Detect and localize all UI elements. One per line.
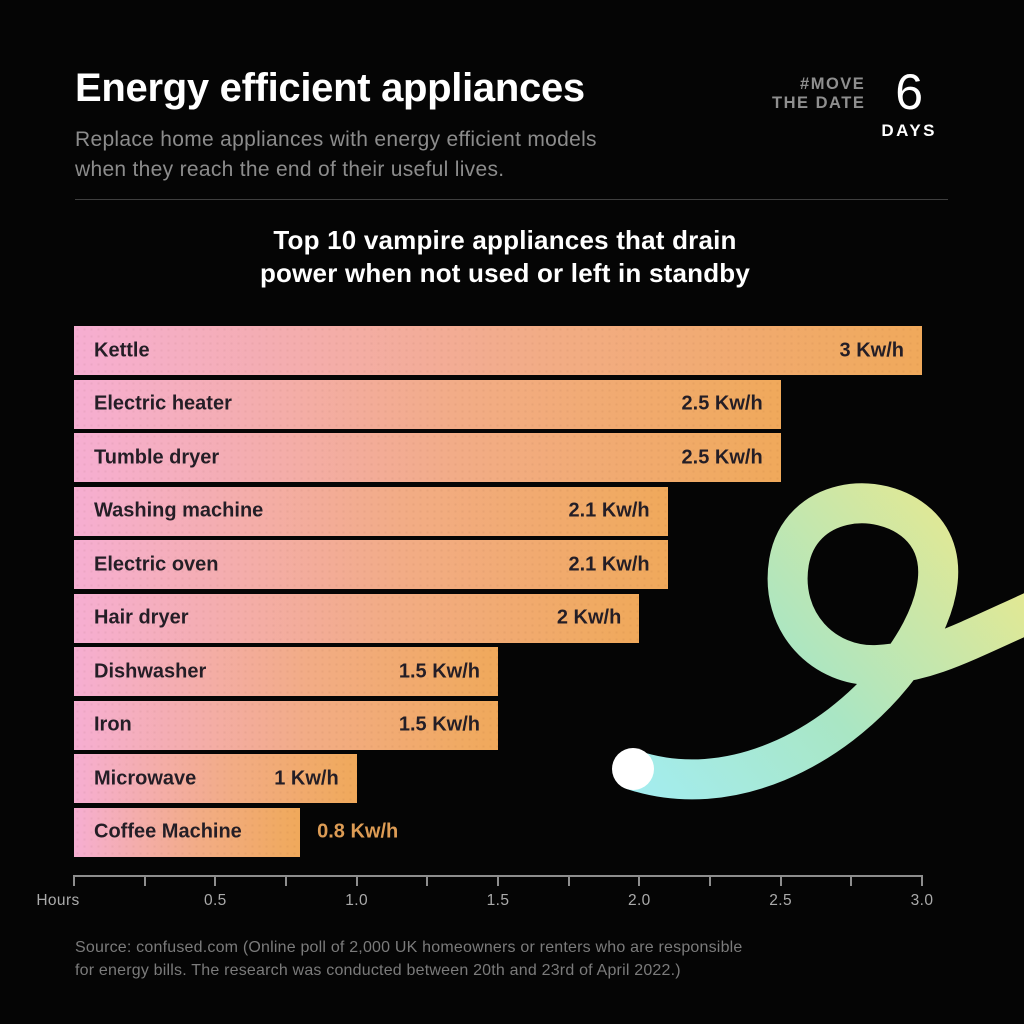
axis-tick-label: 2.5 <box>769 892 793 909</box>
axis-tick <box>850 875 853 886</box>
bar-row: Coffee Machine 0.8 Kw/h <box>74 807 922 857</box>
axis-tick <box>709 875 711 886</box>
axis-tick <box>426 875 429 886</box>
bar-category-label: Tumble dryer <box>94 446 220 468</box>
bar-value-label: 3 Kw/h <box>839 339 904 361</box>
axis-tick <box>567 875 570 886</box>
bar: Microwave 1 Kw/h <box>74 754 357 803</box>
bar-category-label: Dishwasher <box>94 660 207 682</box>
bar-category-label: Coffee Machine <box>94 820 242 843</box>
bar-value-label: 1.5 Kw/h <box>398 660 480 682</box>
bar: Electric oven 2.1 Kw/h <box>74 540 668 589</box>
chart-title: Top 10 vampire appliances that drain pow… <box>75 224 935 290</box>
axis-tick <box>355 875 358 886</box>
source-line-2: for energy bills. The research was condu… <box>75 962 681 979</box>
bar-category-label: Iron <box>94 713 132 736</box>
page-subtitle-line-1: Replace home appliances with energy effi… <box>75 128 597 151</box>
axis-tick <box>921 875 923 886</box>
bar-row: Electric heater 2.5 Kw/h <box>74 379 922 429</box>
axis-tick <box>73 875 75 886</box>
bar-value-label: 1 Kw/h <box>274 767 339 789</box>
bar-category-label: Kettle <box>94 339 150 361</box>
axis-tick-label: 2.0 <box>627 892 651 909</box>
bar-row: Washing machine 2.1 Kw/h <box>74 486 922 536</box>
bar: Dishwasher 1.5 Kw/h <box>74 647 498 696</box>
bar-value-label: 1.5 Kw/h <box>398 713 480 736</box>
page-title: Energy efficient appliances <box>75 66 585 110</box>
bar: Washing machine 2.1 Kw/h <box>74 486 668 536</box>
bar-category-label: Washing machine <box>94 499 264 522</box>
source-note: Source: confused.com (Online poll of 2,0… <box>75 936 865 982</box>
axis-tick <box>497 875 499 886</box>
bar-row: Electric oven 2.1 Kw/h <box>74 540 922 589</box>
axis-tick <box>779 875 782 886</box>
bar: Kettle 3 Kw/h <box>74 326 922 375</box>
axis-tick <box>638 875 641 886</box>
bar-value-label: 2.5 Kw/h <box>681 392 763 415</box>
axis-tick-label: 1.0 <box>345 892 369 909</box>
chart-title-line-2: power when not used or left in standby <box>259 258 751 288</box>
bar-row: Tumble dryer 2.5 Kw/h <box>74 433 922 482</box>
bar-category-label: Electric heater <box>94 392 232 415</box>
days-counter: 6 DAYS <box>881 64 937 141</box>
hashtag-line-1: #MOVE <box>800 75 866 93</box>
hashtag-line-2: THE DATE <box>772 94 866 112</box>
bar: Iron 1.5 Kw/h <box>74 700 498 750</box>
bar: Electric heater 2.5 Kw/h <box>74 379 781 429</box>
hashtag-label: #MOVE THE DATE <box>772 75 865 113</box>
bar-row: Dishwasher 1.5 Kw/h <box>74 647 922 696</box>
axis-tick <box>214 875 217 886</box>
axis-tick <box>285 875 287 886</box>
bar-category-label: Electric oven <box>94 553 219 575</box>
bar-value-label: 2.1 Kw/h <box>568 553 650 575</box>
bar-category-label: Hair dryer <box>94 606 189 629</box>
bar-chart: Kettle 3 Kw/h Electric heater 2.5 Kw/h Tumbl… <box>74 326 922 861</box>
bar: Hair dryer 2 Kw/h <box>74 593 640 643</box>
bar-value-label: 2.1 Kw/h <box>568 499 650 522</box>
header: Energy efficient appliances Replace home… <box>75 66 955 185</box>
days-unit-label: DAYS <box>881 121 937 140</box>
bar-value-label: 2.5 Kw/h <box>681 446 763 468</box>
source-line-1: Source: confused.com (Online poll of 2,0… <box>75 939 743 956</box>
bar-row: Microwave 1 Kw/h <box>74 754 922 803</box>
move-the-date-badge: #MOVE THE DATE 6 DAYS <box>772 64 937 141</box>
bar-value-label: 0.8 Kw/h <box>317 820 399 843</box>
bar-row: Iron 1.5 Kw/h <box>74 700 922 750</box>
chart-title-line-1: Top 10 vampire appliances that drain <box>273 225 737 255</box>
header-divider <box>75 199 948 200</box>
axis-unit-label: Hours <box>36 892 80 909</box>
page-subtitle-line-2: when they reach the end of their useful … <box>75 158 505 181</box>
bar: Tumble dryer 2.5 Kw/h <box>74 433 781 482</box>
bar-value-label: 2 Kw/h <box>556 606 622 629</box>
bar-category-label: Microwave <box>94 767 197 789</box>
bar: Coffee Machine <box>74 807 301 857</box>
bar-row: Hair dryer 2 Kw/h <box>74 593 922 643</box>
axis-tick-label: 1.5 <box>486 892 510 909</box>
page-subtitle: Replace home appliances with energy effi… <box>75 125 955 185</box>
days-number: 6 <box>895 64 924 120</box>
bar-row: Kettle 3 Kw/h <box>74 326 922 375</box>
axis-tick-label: 0.5 <box>203 892 227 909</box>
axis-tick-label: 3.0 <box>910 892 934 909</box>
axis-tick <box>143 875 146 886</box>
